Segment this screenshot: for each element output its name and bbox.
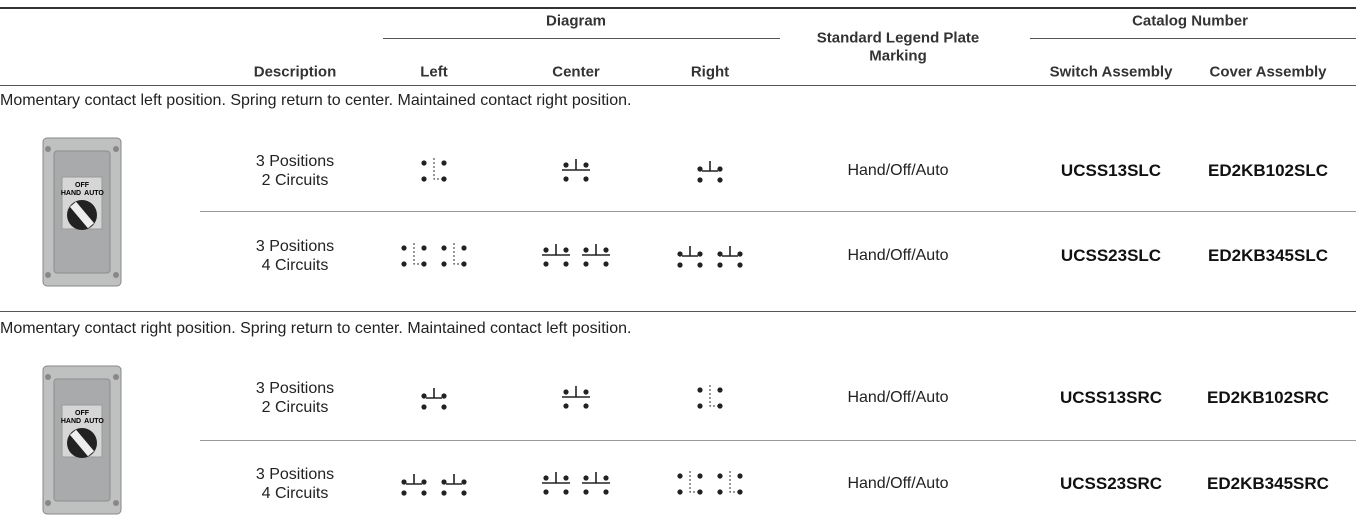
diagram — [414, 382, 454, 412]
diagram — [556, 382, 596, 412]
top-rule — [0, 7, 1356, 9]
switch-assembly: UCSS23SLC — [1060, 246, 1162, 265]
header-rule — [1030, 38, 1356, 39]
switch-assembly: UCSS23SRC — [1059, 474, 1163, 493]
switch-plate: OFF HAND AUTO — [42, 137, 122, 287]
circuits: 4 Circuits — [261, 257, 329, 274]
switch-image: OFF HAND AUTO — [42, 137, 122, 287]
diagram — [400, 242, 468, 268]
diagram — [676, 245, 744, 269]
section-title: Momentary contact left position. Spring … — [0, 92, 632, 109]
col-header: Right — [690, 63, 730, 81]
header-catalog: Catalog Number — [1132, 12, 1248, 30]
contact-symbol — [541, 471, 571, 496]
plate-label: HAND — [61, 190, 81, 197]
plate — [43, 366, 121, 514]
header-rule — [383, 38, 780, 39]
diagram — [676, 470, 744, 496]
marking: Hand/Off/Auto — [847, 475, 949, 492]
contact-symbol — [421, 158, 446, 182]
marking: Hand/Off/Auto — [847, 247, 949, 264]
contact-symbol — [716, 470, 744, 496]
circuits: 2 Circuits — [261, 172, 329, 189]
diagram — [690, 382, 730, 412]
plate-label: AUTO — [84, 190, 104, 197]
cover-assembly: ED2KB102SLC — [1208, 161, 1328, 180]
switch-plate: OFF HAND AUTO — [42, 365, 122, 515]
cover-assembly: ED2KB102SRC — [1207, 388, 1329, 407]
section-rule — [0, 311, 1356, 312]
header-legend: Standard Legend Plate — [816, 29, 980, 47]
marking: Hand/Off/Auto — [847, 162, 949, 179]
description: 3 Positions 2 Circuits — [256, 152, 334, 190]
plate — [43, 138, 121, 286]
plate-label: OFF — [75, 410, 90, 417]
contact-symbol — [440, 473, 468, 497]
diagram — [541, 243, 611, 268]
contact-symbol — [421, 388, 446, 410]
header-bottom-rule — [0, 85, 1356, 86]
diagram — [541, 471, 611, 496]
contact-symbol — [562, 159, 590, 182]
cover-assembly: ED2KB345SLC — [1208, 246, 1328, 265]
row-rule — [200, 440, 1356, 441]
description: 3 Positions 2 Circuits — [256, 379, 334, 417]
contact-symbol — [697, 385, 722, 409]
cover-assembly: ED2KB345SRC — [1207, 474, 1329, 493]
contact-symbol — [440, 242, 468, 268]
circuits: 4 Circuits — [261, 485, 329, 502]
contact-symbol — [400, 473, 428, 497]
marking: Hand/Off/Auto — [847, 389, 949, 406]
contact-symbol — [716, 245, 744, 269]
col-header: Cover Assembly — [1209, 63, 1327, 81]
contact-symbol — [541, 243, 571, 268]
col-header: Description — [253, 63, 337, 81]
switch-assembly: UCSS13SLC — [1060, 161, 1162, 180]
diagram — [414, 155, 454, 185]
description: 3 Positions 4 Circuits — [256, 465, 334, 503]
header-diagram: Diagram — [545, 12, 607, 30]
section-title: Momentary contact right position. Spring… — [0, 320, 632, 337]
plate-label: HAND — [61, 418, 81, 425]
diagram — [400, 473, 468, 497]
positions: 3 Positions — [255, 466, 335, 483]
diagram — [690, 155, 730, 185]
contact-symbol — [400, 242, 428, 268]
contact-symbol — [697, 161, 722, 183]
col-header: Left — [420, 63, 448, 81]
contact-symbol — [676, 245, 704, 269]
contact-symbol — [562, 386, 590, 409]
circuits: 2 Circuits — [261, 399, 329, 416]
contact-symbol — [581, 471, 611, 496]
col-header: Switch Assembly — [1049, 63, 1173, 81]
row-rule — [200, 211, 1356, 212]
description: 3 Positions 4 Circuits — [256, 237, 334, 275]
positions: 3 Positions — [255, 238, 335, 255]
contact-symbol — [581, 243, 611, 268]
positions: 3 Positions — [255, 153, 335, 170]
switch-assembly: UCSS13SRC — [1059, 388, 1163, 407]
col-header: Center — [552, 63, 600, 81]
contact-symbol — [676, 470, 704, 496]
switch-image: OFF HAND AUTO — [42, 365, 122, 515]
header-marking: Marking — [869, 47, 927, 65]
positions: 3 Positions — [255, 380, 335, 397]
plate-label: AUTO — [84, 418, 104, 425]
diagram — [556, 155, 596, 185]
plate-label: OFF — [75, 182, 90, 189]
